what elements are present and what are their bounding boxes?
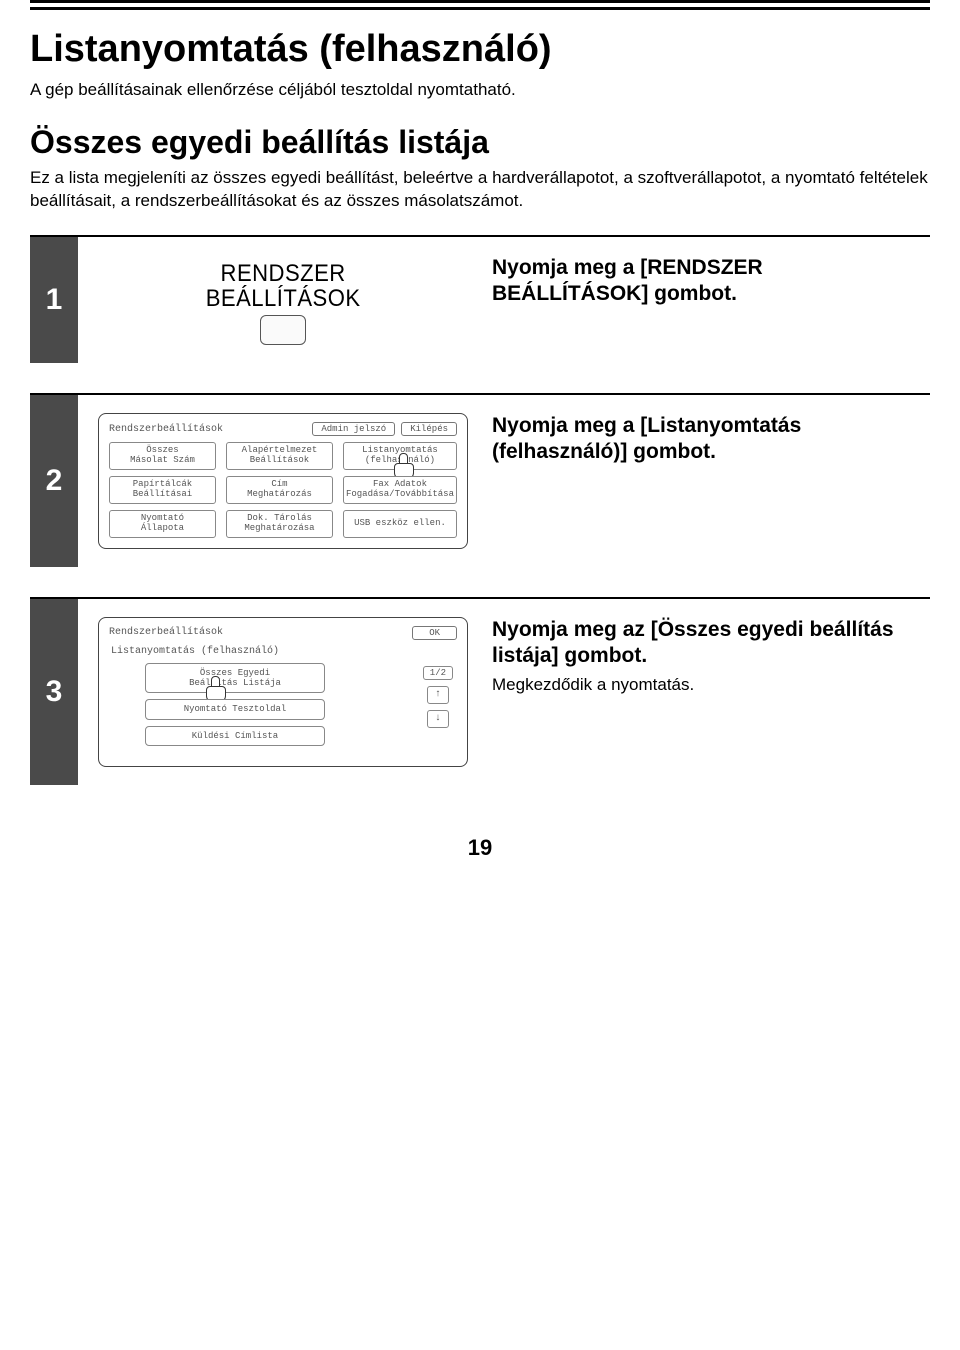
- btn-all-custom-settings-list[interactable]: Összes EgyediBeállítás Listája: [145, 663, 325, 694]
- btn-usb-check[interactable]: USB eszköz ellen.: [343, 510, 457, 538]
- btn-total-copy-count[interactable]: ÖsszesMásolat Szám: [109, 442, 216, 470]
- page-title: Listanyomtatás (felhasználó): [30, 28, 930, 71]
- key-label-line2: BEÁLLÍTÁSOK: [206, 286, 361, 311]
- panel3-subtitle: Listanyomtatás (felhasználó): [111, 646, 457, 657]
- page-up-button[interactable]: ↑: [427, 686, 449, 704]
- btn-list-print-user-label: Listanyomtatás(felhasználó): [362, 446, 438, 466]
- btn-default-settings[interactable]: AlapértelmezetBeállítások: [226, 442, 333, 470]
- step-1-number: 1: [30, 237, 78, 363]
- system-settings-key: RENDSZER BEÁLLÍTÁSOK: [199, 261, 367, 345]
- section-title: Összes egyedi beállítás listája: [30, 124, 930, 161]
- ok-button[interactable]: OK: [412, 626, 457, 640]
- step-1-instruction: Nyomja meg a [RENDSZER BEÁLLÍTÁSOK] gomb…: [492, 255, 918, 308]
- btn-list-print-user[interactable]: Listanyomtatás(felhasználó): [343, 442, 457, 470]
- step-3: 3 Rendszerbeállítások OK Listanyomtatás …: [30, 597, 930, 785]
- top-rule: [30, 0, 930, 10]
- btn-address-setup[interactable]: CímMeghatározás: [226, 476, 333, 504]
- step-3-number: 3: [30, 599, 78, 785]
- page-nav: 1/2 ↑ ↓: [423, 666, 453, 728]
- step-3-instruction-heading: Nyomja meg az [Összes egyedi beállítás l…: [492, 617, 918, 670]
- btn-all-custom-label: Összes EgyediBeállítás Listája: [189, 668, 281, 688]
- section-intro: Ez a lista megjeleníti az összes egyedi …: [30, 167, 930, 213]
- settings-panel: Rendszerbeállítások Admin jelszó Kilépés…: [98, 413, 468, 548]
- page-number: 19: [30, 835, 930, 861]
- page-intro: A gép beállításainak ellenőrzése céljábó…: [30, 79, 930, 102]
- step-3-instruction-sub: Megkezdődik a nyomtatás.: [492, 675, 918, 695]
- page-indicator: 1/2: [423, 666, 453, 680]
- btn-doc-storage[interactable]: Dok. TárolásMeghatározása: [226, 510, 333, 538]
- list-print-panel: Rendszerbeállítások OK Listanyomtatás (f…: [98, 617, 468, 767]
- admin-password-button[interactable]: Admin jelszó: [312, 422, 395, 436]
- key-label-line1: RENDSZER: [206, 261, 361, 286]
- step-2-instruction: Nyomja meg a [Listanyomtatás (felhasznál…: [492, 413, 918, 466]
- btn-printer-status[interactable]: NyomtatóÁllapota: [109, 510, 216, 538]
- btn-send-address-list[interactable]: Küldési Címlista: [145, 726, 325, 746]
- physical-key-icon: [260, 315, 306, 345]
- page-down-button[interactable]: ↓: [427, 710, 449, 728]
- exit-button[interactable]: Kilépés: [401, 422, 457, 436]
- btn-paper-trays[interactable]: PapírtálcákBeállításai: [109, 476, 216, 504]
- step-2: 2 Rendszerbeállítások Admin jelszó Kilép…: [30, 393, 930, 566]
- step-2-number: 2: [30, 395, 78, 566]
- step-1: 1 RENDSZER BEÁLLÍTÁSOK Nyomja meg a [REN…: [30, 235, 930, 363]
- panel-title: Rendszerbeállítások: [109, 424, 223, 435]
- panel3-title: Rendszerbeállítások: [109, 627, 223, 638]
- btn-fax-receive-forward[interactable]: Fax AdatokFogadása/Továbbítása: [343, 476, 457, 504]
- btn-printer-test-page[interactable]: Nyomtató Tesztoldal: [145, 699, 325, 719]
